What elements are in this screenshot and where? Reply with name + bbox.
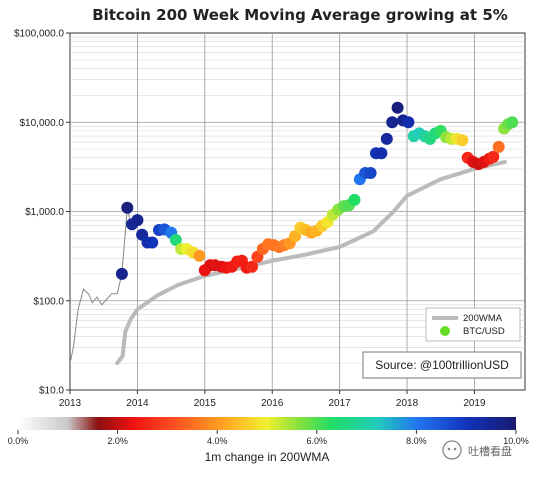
btc-point <box>348 193 361 206</box>
colorbar-tick-label: 4.0% <box>207 436 228 446</box>
btc-point <box>375 147 388 160</box>
source-annotation: Source: @100trillionUSD <box>362 351 522 379</box>
colorbar-tick-label: 6.0% <box>307 436 328 446</box>
y-tick-label: $10.0 <box>39 386 64 397</box>
legend: 200WMA BTC/USD <box>425 307 521 342</box>
x-tick-label: 2018 <box>396 398 419 409</box>
x-tick-label: 2014 <box>126 398 149 409</box>
colorbar-ticks: 0.0% 2.0% 4.0% 6.0% 8.0% 10.0% <box>8 430 529 446</box>
y-tick-label: $10,000.0 <box>20 118 65 129</box>
watermark-text: 吐槽看盘 <box>468 444 512 458</box>
y-tick-label: $1,000.0 <box>25 207 64 218</box>
btc-point <box>169 233 182 246</box>
btc-point <box>386 116 399 129</box>
btc-point <box>246 260 258 273</box>
btc-point <box>506 116 519 129</box>
x-tick-label: 2013 <box>59 398 82 409</box>
btc-price-points <box>115 101 519 280</box>
btc-point <box>193 249 206 262</box>
colorbar-title: 1m change in 200WMA <box>205 450 330 464</box>
source-text: Source: @100trillionUSD <box>375 358 509 372</box>
x-axis: 2013 2014 2015 2016 2017 2018 2019 <box>59 390 486 409</box>
btc-point <box>121 201 134 214</box>
legend-btc-swatch <box>440 326 450 336</box>
btc-point <box>131 214 144 227</box>
btc-point <box>391 101 404 114</box>
btc-point <box>487 150 500 163</box>
btc-point <box>492 140 505 153</box>
wechat-icon <box>442 440 462 460</box>
colorbar-gradient <box>18 417 516 430</box>
y-tick-label: $100.0 <box>33 296 64 307</box>
colorbar-tick-label: 8.0% <box>406 436 427 446</box>
legend-btc-label: BTC/USD <box>463 326 505 337</box>
btc-point <box>289 230 302 243</box>
colorbar-tick-label: 10.0% <box>503 436 529 446</box>
watermark: 吐槽看盘 <box>442 440 512 460</box>
btc-point <box>456 134 469 147</box>
x-tick-label: 2017 <box>329 398 352 409</box>
btc-point <box>402 116 415 129</box>
colorbar-tick-label: 2.0% <box>107 436 128 446</box>
btc-point <box>115 267 128 280</box>
chart-title: Bitcoin 200 Week Moving Average growing … <box>92 6 508 24</box>
btc-point <box>364 167 377 179</box>
btc-point <box>146 236 159 249</box>
colorbar-tick-label: 0.0% <box>8 436 29 446</box>
legend-wma-label: 200WMA <box>463 313 503 324</box>
y-axis: $10.0 $100.0 $1,000.0 $10,000.0 $100,000.0 <box>14 29 70 397</box>
y-tick-label: $100,000.0 <box>14 29 64 40</box>
btc-point <box>380 132 393 145</box>
x-tick-label: 2015 <box>194 398 217 409</box>
colorbar: 0.0% 2.0% 4.0% 6.0% 8.0% 10.0% 1m change in 2… <box>8 417 529 464</box>
x-tick-label: 2016 <box>261 398 284 409</box>
x-tick-label: 2019 <box>463 398 486 409</box>
